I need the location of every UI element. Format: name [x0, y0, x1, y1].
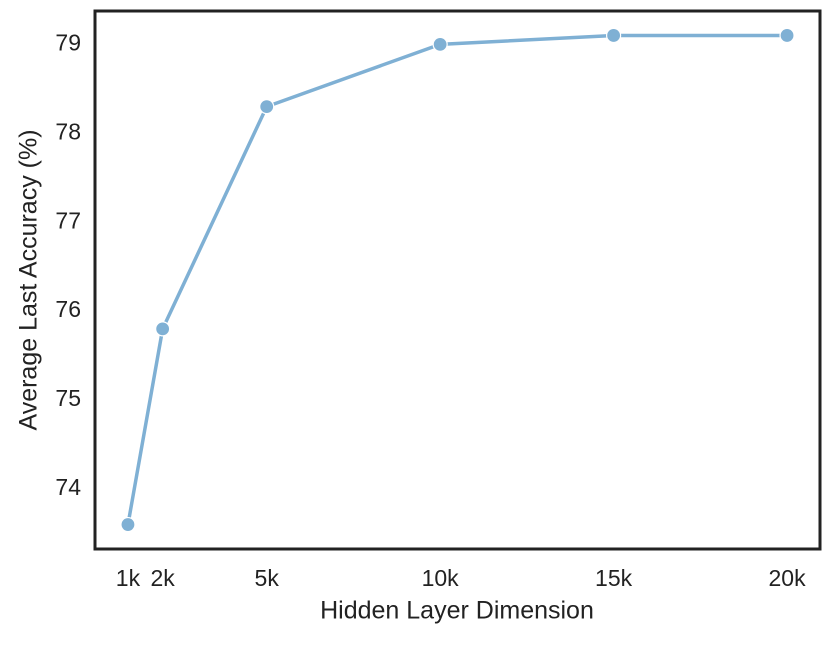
- x-tick-label: 10k: [422, 565, 460, 591]
- y-tick-label: 77: [55, 207, 81, 233]
- y-tick-label: 76: [55, 296, 81, 322]
- plot-frame: [93, 9, 822, 551]
- y-tick-label: 74: [55, 474, 81, 500]
- x-tick-label: 1k: [116, 565, 141, 591]
- line: [126, 33, 788, 525]
- x-tick-label: 20k: [768, 565, 806, 591]
- y-tick-label: 75: [55, 385, 81, 411]
- y-axis-label: Average Last Accuracy (%): [15, 129, 43, 430]
- point: [120, 516, 136, 533]
- x-tick-label: 15k: [595, 565, 633, 591]
- x-axis-label: Hidden Layer Dimension: [320, 597, 594, 625]
- point: [606, 27, 622, 44]
- point: [432, 36, 448, 52]
- point: [155, 321, 171, 337]
- point: [779, 27, 795, 44]
- x-tick-label: 5k: [255, 565, 280, 591]
- y-tick-label: 79: [55, 29, 81, 55]
- y-tick-label: 78: [55, 118, 81, 144]
- x-tick-label: 2k: [150, 565, 175, 591]
- point: [259, 98, 275, 115]
